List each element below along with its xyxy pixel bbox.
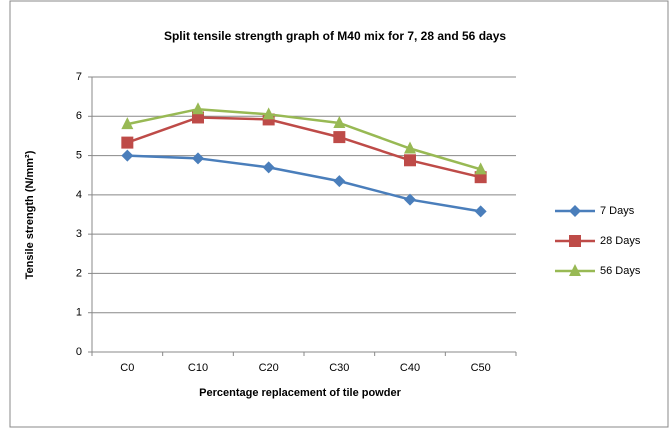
marker bbox=[404, 141, 416, 154]
marker bbox=[121, 117, 134, 130]
series-line bbox=[126, 116, 481, 179]
y-tick-label: 7 bbox=[76, 71, 82, 83]
marker bbox=[333, 175, 346, 188]
x-axis-label: Percentage replacement of tile powder bbox=[199, 387, 401, 399]
marker bbox=[121, 136, 134, 149]
legend-label: 28 Days bbox=[600, 235, 641, 247]
y-tick-label: 1 bbox=[76, 307, 82, 319]
legend-label: 7 Days bbox=[600, 205, 635, 217]
legend-label: 56 Days bbox=[600, 265, 641, 277]
marker bbox=[333, 115, 346, 128]
x-tick-label: C50 bbox=[471, 362, 491, 374]
y-tick-label: 2 bbox=[76, 267, 82, 279]
x-tick-label: C20 bbox=[259, 362, 279, 374]
marker bbox=[569, 235, 581, 247]
y-tick-label: 5 bbox=[76, 149, 82, 161]
y-axis-label: Tensile strength (N/mm²) bbox=[24, 150, 36, 279]
marker bbox=[262, 107, 275, 120]
marker bbox=[404, 154, 416, 167]
y-tick-label: 4 bbox=[76, 189, 82, 201]
marker bbox=[192, 111, 204, 124]
x-tick-label: C40 bbox=[400, 362, 420, 374]
series-line bbox=[127, 154, 481, 213]
chart-title: Split tensile strength graph of M40 mix … bbox=[164, 29, 506, 43]
y-tick-label: 6 bbox=[76, 110, 82, 122]
marker bbox=[474, 162, 487, 175]
marker bbox=[404, 193, 416, 206]
marker bbox=[262, 161, 275, 174]
marker bbox=[121, 149, 134, 162]
x-tick-label: C30 bbox=[329, 362, 349, 374]
y-tick-label: 3 bbox=[76, 228, 82, 240]
marker bbox=[569, 264, 581, 276]
x-tick-label: C10 bbox=[188, 362, 208, 374]
x-tick-label: C0 bbox=[120, 362, 134, 374]
series-line bbox=[127, 107, 482, 171]
marker bbox=[192, 152, 204, 165]
marker bbox=[192, 102, 204, 115]
y-tick-label: 0 bbox=[76, 346, 82, 358]
marker bbox=[569, 205, 581, 217]
marker bbox=[333, 131, 346, 144]
chart-border bbox=[9, 0, 669, 428]
marker bbox=[474, 205, 487, 218]
